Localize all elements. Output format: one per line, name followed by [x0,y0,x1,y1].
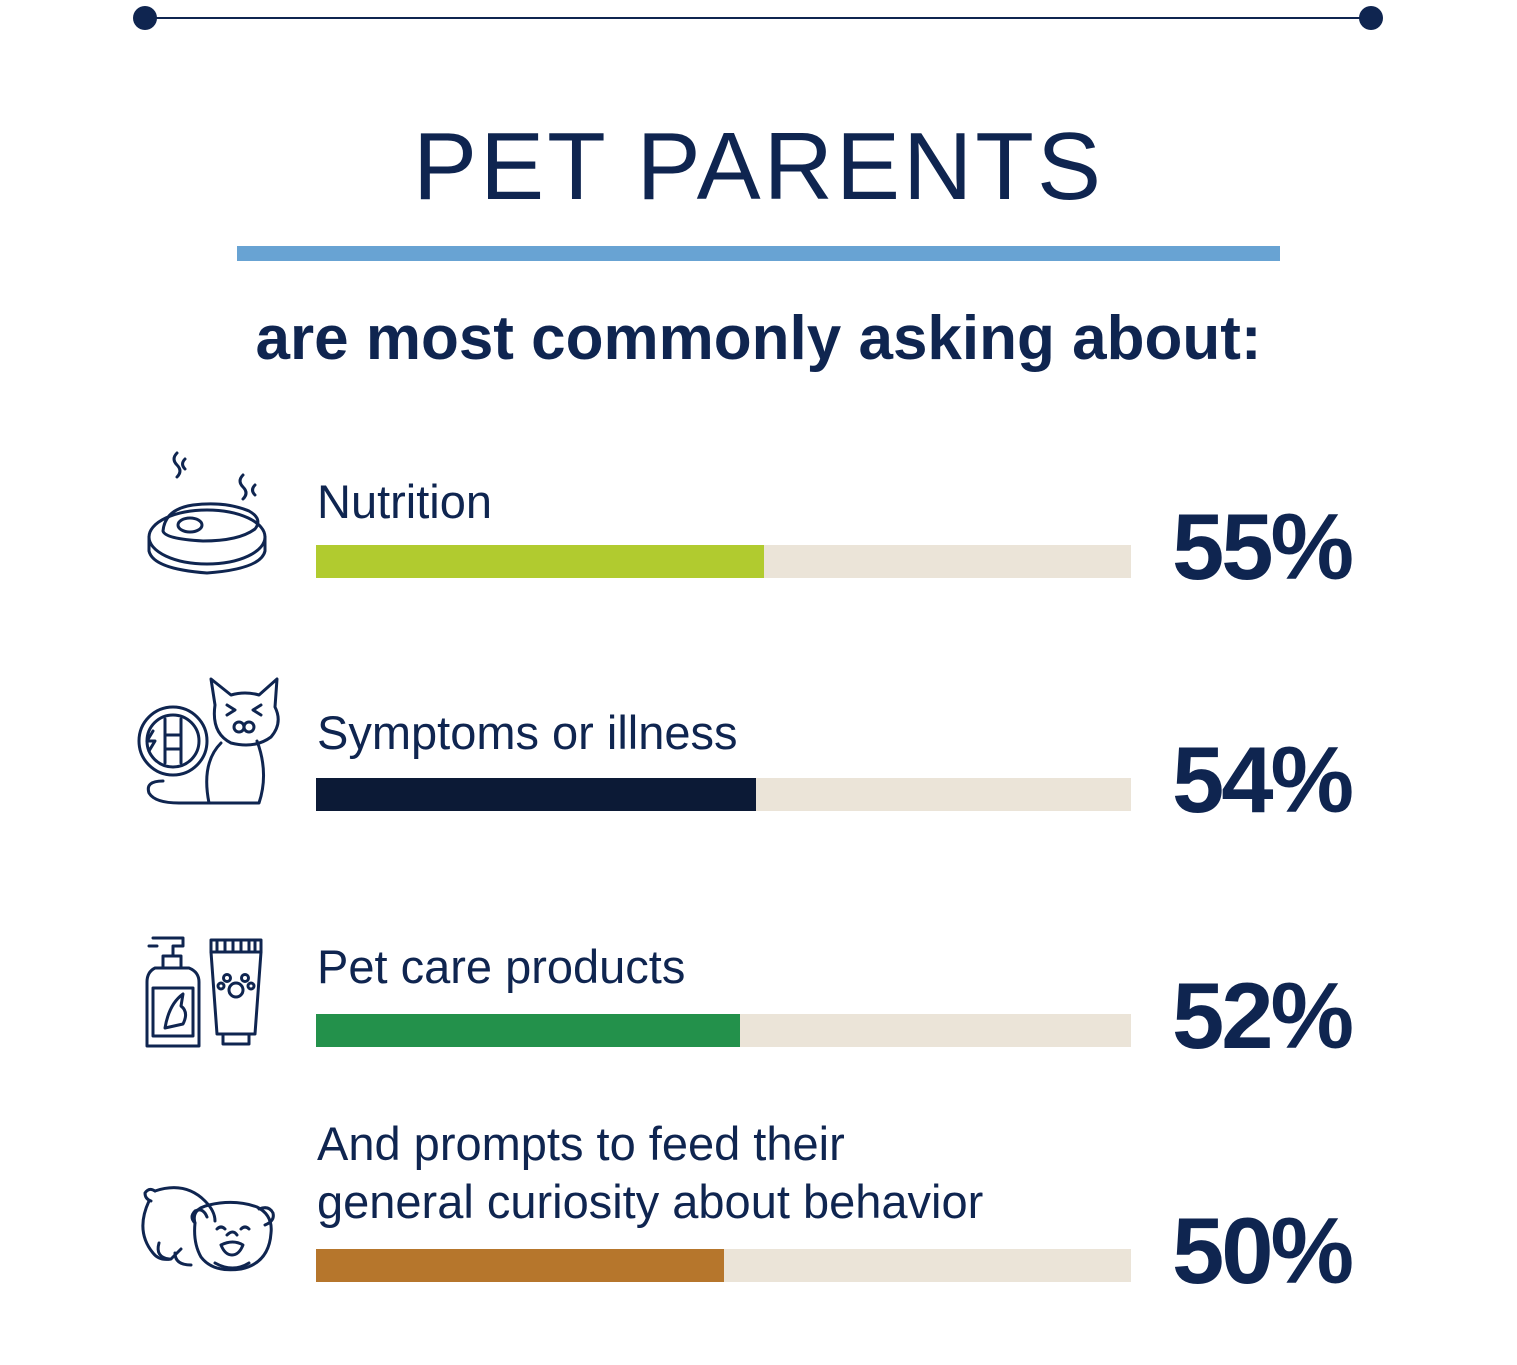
bar-track [316,1249,1131,1282]
bar-fill [316,1249,724,1282]
top-divider-line [145,17,1372,19]
bar-label: And prompts to feed their general curios… [317,1117,984,1228]
bar-track [316,778,1131,811]
bar-fill [316,1014,740,1047]
shampoo-tube-icon [135,928,280,1058]
divider-dot-left [133,6,157,30]
page-subtitle: are most commonly asking about: [255,304,1262,373]
bar-track [316,1014,1131,1047]
bar-fill [316,545,765,578]
bar-value-label: 55% [1172,494,1354,599]
bar-label: Nutrition [317,475,493,528]
bar-value-label: 52% [1172,963,1354,1068]
title-underline [237,246,1280,261]
bar-label: Pet care products [317,940,686,993]
bar-value-label: 54% [1172,727,1354,832]
bar-label: Symptoms or illness [317,706,738,759]
bar-value-label: 50% [1172,1198,1354,1303]
steak-bowl-icon [135,445,280,575]
page-title: PET PARENTS [413,113,1104,220]
bulldog-icon [135,1183,280,1313]
sick-cat-icon [135,675,280,805]
bar-track [316,545,1131,578]
bar-fill [316,778,757,811]
divider-dot-right [1359,6,1383,30]
